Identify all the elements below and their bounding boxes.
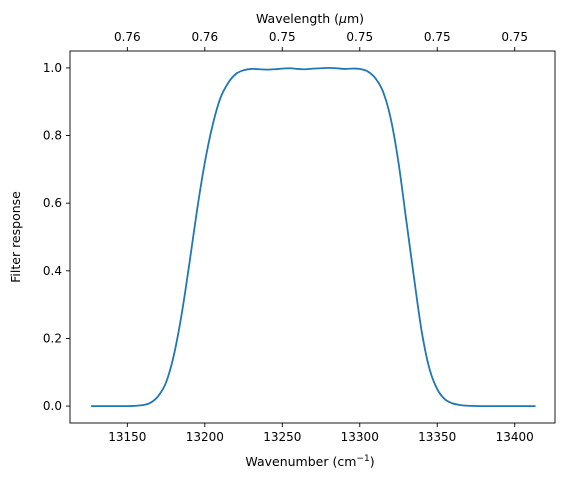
top-tick-label: 0.75 [424, 30, 451, 44]
top-tick-label: 0.75 [346, 30, 373, 44]
y-tick-label: 0.4 [43, 264, 62, 278]
top-tick-label: 0.76 [114, 30, 141, 44]
y-tick-label: 1.0 [43, 61, 62, 75]
top-axis-label-mu: μ [338, 11, 347, 26]
x-tick-label: 13400 [496, 430, 534, 444]
filter-response-line [90, 67, 536, 408]
x-axis-label-exponent: −1 [356, 454, 369, 464]
top-tick-label: 0.75 [501, 30, 528, 44]
x-axis-label-close: ) [370, 454, 375, 469]
y-tick-label: 0.8 [43, 129, 62, 143]
x-tick-label: 13150 [108, 430, 146, 444]
y-axis-label: Filter response [8, 191, 23, 283]
y-tick-label: 0.2 [43, 331, 62, 345]
x-tick-label: 13250 [263, 430, 301, 444]
top-axis-label: Wavelength (μm) [256, 11, 364, 26]
x-tick-label: 13300 [341, 430, 379, 444]
x-axis-label: Wavenumber (cm−1) [245, 454, 374, 469]
y-tick-label: 0.0 [43, 399, 62, 413]
ticks-layer: 13150 13200 13250 13300 13350 13400 0.76 0.76 0.… [43, 30, 534, 444]
plot-area-background [70, 51, 555, 423]
plot-frame [69, 50, 556, 424]
top-tick-label: 0.76 [191, 30, 218, 44]
top-tick-label: 0.75 [269, 30, 296, 44]
x-tick-label: 13200 [186, 430, 224, 444]
y-tick-label: 0.6 [43, 196, 62, 210]
top-axis-label-suffix: m) [347, 11, 364, 26]
x-axis-label-main: Wavenumber (cm [245, 454, 356, 469]
top-axis-label-prefix: Wavelength ( [256, 11, 339, 26]
x-tick-label: 13350 [418, 430, 456, 444]
